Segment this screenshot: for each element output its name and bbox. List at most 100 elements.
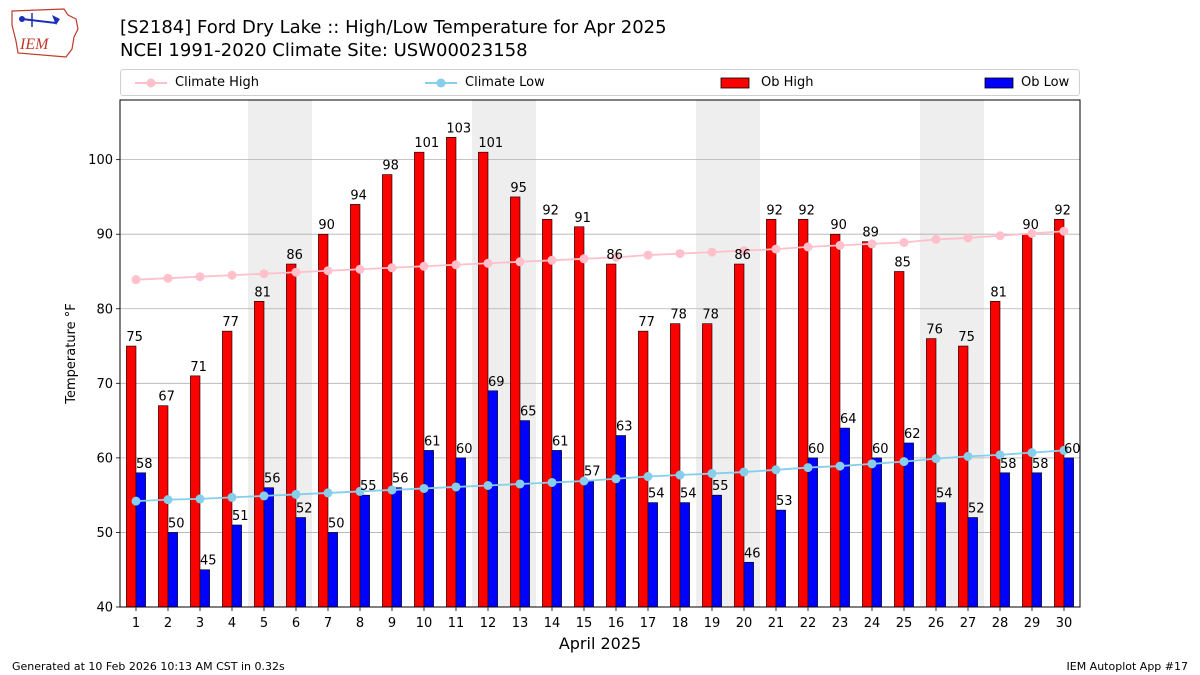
- ob-low-bar: [519, 420, 530, 608]
- y-axis-label: Temperature °F: [64, 303, 79, 404]
- chart-title: [S2184] Ford Dry Lake :: High/Low Temper…: [120, 17, 667, 38]
- x-axis-label: April 2025: [559, 634, 641, 653]
- legend-label: Climate High: [175, 75, 260, 90]
- climate-low-point: [707, 469, 717, 479]
- ob-high-label: 75: [126, 330, 143, 345]
- climate-high-point: [899, 237, 909, 247]
- climate-low-line: [135, 449, 1065, 503]
- ob-low-label: 58: [1032, 457, 1049, 472]
- ob-low-bar: [679, 502, 690, 608]
- climate-low-point: [323, 488, 333, 498]
- climate-high-point: [739, 246, 749, 256]
- climate-low-point: [387, 485, 397, 495]
- x-tick-label: 11: [448, 616, 465, 631]
- ob-low-label: 55: [360, 479, 377, 494]
- ob-high-bar: [798, 218, 809, 608]
- ob-high-label: 94: [350, 188, 367, 203]
- ob-high-bar: [1054, 218, 1065, 608]
- ob-low-label: 64: [840, 412, 857, 427]
- x-tick-label: 29: [1024, 616, 1041, 631]
- ob-high-label: 90: [1022, 218, 1039, 233]
- ob-high-label: 92: [1054, 203, 1071, 218]
- ob-high-bar: [830, 233, 841, 608]
- climate-low-point: [291, 489, 301, 499]
- x-tick-label: 4: [228, 616, 236, 631]
- legend-climate-low-swatch: [425, 78, 457, 88]
- x-tick-label: 12: [480, 616, 497, 631]
- ob-high-bar: [606, 263, 617, 608]
- climate-high-point: [963, 233, 973, 243]
- climate-high-point: [771, 244, 781, 254]
- climate-low-point: [675, 470, 685, 480]
- ob-low-label: 51: [232, 509, 249, 524]
- climate-low-point: [195, 494, 205, 504]
- ob-high-label: 76: [926, 323, 943, 338]
- x-tick-label: 28: [992, 616, 1009, 631]
- ob-high-label: 71: [190, 360, 207, 375]
- climate-high-point: [259, 269, 269, 279]
- logo-text: IEM: [19, 36, 50, 53]
- y-tick-label: 90: [96, 228, 113, 243]
- ob-low-label: 55: [712, 479, 729, 494]
- ob-high-label: 90: [318, 218, 335, 233]
- climate-low-point: [995, 450, 1005, 460]
- ob-high-label: 78: [702, 308, 719, 323]
- climate-low-point: [899, 457, 909, 467]
- ob-low-label: 52: [968, 502, 985, 517]
- ob-low-bar: [935, 502, 946, 608]
- ob-low-label: 65: [520, 405, 537, 420]
- x-tick-label: 19: [704, 616, 721, 631]
- ob-high-bar: [222, 330, 233, 608]
- climate-high-point: [515, 257, 525, 267]
- ob-high-label: 86: [286, 248, 303, 263]
- ob-low-bar: [487, 390, 498, 608]
- ob-high-bar: [190, 375, 201, 608]
- plot-frame: [119, 99, 1081, 608]
- ob-low-bar: [231, 524, 242, 608]
- ob-high-label: 103: [446, 121, 471, 136]
- climate-high-line: [135, 230, 1065, 281]
- ob-high-label: 89: [862, 226, 879, 241]
- ob-high-label: 77: [638, 315, 655, 330]
- y-tick-label: 50: [96, 526, 113, 541]
- ob-low-label: 56: [392, 472, 409, 487]
- y-tick-label: 80: [96, 302, 113, 317]
- ob-low-label: 45: [200, 554, 217, 569]
- climate-low-point: [771, 465, 781, 475]
- ob-high-bar: [926, 338, 937, 608]
- ob-low-label: 62: [904, 427, 921, 442]
- x-tick-label: 20: [736, 616, 753, 631]
- climate-high-point: [195, 272, 205, 282]
- x-tick-label: 22: [800, 616, 817, 631]
- x-tick-label: 10: [416, 616, 433, 631]
- ob-low-label: 60: [1064, 442, 1081, 457]
- climate-high-point: [291, 267, 301, 277]
- ob-low-bar: [583, 479, 594, 608]
- ob-high-bar: [478, 151, 489, 608]
- ob-high-bar: [382, 174, 393, 608]
- x-tick-label: 15: [576, 616, 593, 631]
- x-tick-label: 9: [388, 616, 396, 631]
- ob-high-label: 101: [414, 136, 439, 151]
- ob-high-label: 92: [766, 203, 783, 218]
- y-tick-label: 60: [96, 451, 113, 466]
- ob-high-bar: [670, 323, 681, 608]
- x-tick-label: 24: [864, 616, 881, 631]
- x-tick-label: 30: [1056, 616, 1073, 631]
- ob-low-label: 60: [808, 442, 825, 457]
- ob-low-bar: [743, 561, 754, 608]
- ob-high-bar: [414, 151, 425, 608]
- ob-high-label: 67: [158, 390, 175, 405]
- legend-label: Climate Low: [465, 75, 545, 90]
- ob-high-label: 81: [990, 285, 1007, 300]
- ob-low-label: 60: [872, 442, 889, 457]
- legend-label: Ob High: [761, 75, 814, 90]
- ob-low-bar: [967, 517, 978, 608]
- ob-high-label: 86: [734, 248, 751, 263]
- ob-low-label: 58: [1000, 457, 1017, 472]
- ob-low-bar: [871, 457, 882, 608]
- ob-high-bar: [894, 271, 905, 608]
- ob-low-bar: [1063, 457, 1074, 608]
- ob-low-bar: [1031, 472, 1042, 608]
